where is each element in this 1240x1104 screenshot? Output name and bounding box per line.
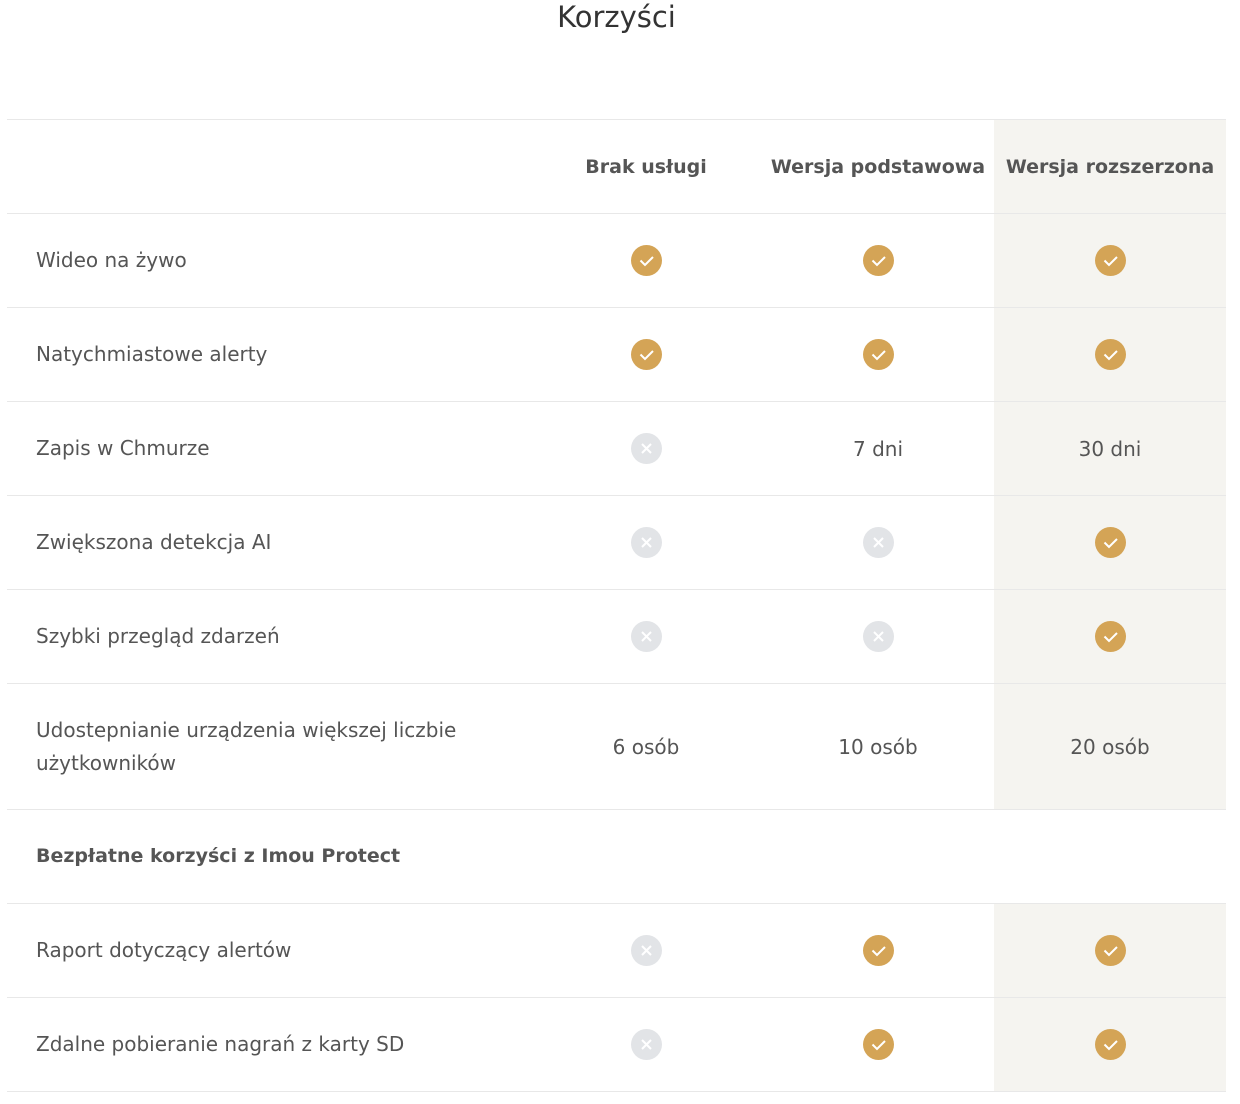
table-row: Zdalne pobieranie nagrań z karty SD: [7, 997, 1226, 1092]
check-icon: [862, 1029, 894, 1060]
table-row: Natychmiastowe alerty: [7, 307, 1226, 402]
check-icon: [862, 935, 894, 966]
header-row: Brak usługi Wersja podstawowa Wersja roz…: [7, 119, 1226, 214]
value-cell: 20 osób: [994, 683, 1226, 810]
feature-label: Udostepnianie urządzenia większej liczbi…: [7, 683, 530, 810]
check-icon: [630, 245, 662, 276]
value-cell: 6 osób: [530, 683, 762, 810]
value-cell: 10 osób: [762, 683, 994, 810]
feature-label: Zapis w Chmurze: [7, 401, 530, 496]
check-icon: [862, 339, 894, 370]
value-cell: 30 dni: [994, 401, 1226, 496]
column-header: Brak usługi: [530, 119, 762, 214]
section-heading: Bezpłatne korzyści z Imou Protect: [7, 809, 1226, 904]
feature-label: Zdalne pobieranie nagrań z karty SD: [7, 997, 530, 1092]
check-icon: [630, 339, 662, 370]
x-icon: [630, 433, 662, 464]
table-row: Wideo na żywo: [7, 213, 1226, 308]
feature-label: Szybki przegląd zdarzeń: [7, 589, 530, 684]
table-row: Zapis w Chmurze 7 dni 30 dni: [7, 401, 1226, 496]
x-icon: [862, 621, 894, 652]
value-cell: 7 dni: [762, 401, 994, 496]
check-icon: [1094, 527, 1126, 558]
check-icon: [1094, 245, 1126, 276]
column-header: Wersja rozszerzona: [994, 119, 1226, 214]
feature-label: Raport dotyczący alertów: [7, 903, 530, 998]
check-icon: [862, 245, 894, 276]
check-icon: [1094, 935, 1126, 966]
column-header: Wersja podstawowa: [762, 119, 994, 214]
x-icon: [630, 621, 662, 652]
page-title: Korzyści: [557, 0, 676, 34]
x-icon: [630, 1029, 662, 1060]
section-row: Bezpłatne korzyści z Imou Protect: [7, 809, 1226, 904]
table-row: Udostepnianie urządzenia większej liczbi…: [7, 683, 1226, 810]
check-icon: [1094, 621, 1126, 652]
x-icon: [630, 527, 662, 558]
table-row: Raport dotyczący alertów: [7, 903, 1226, 998]
check-icon: [1094, 1029, 1126, 1060]
comparison-table: Brak usługi Wersja podstawowa Wersja roz…: [7, 119, 1226, 1092]
table-row: Zwiększona detekcja AI: [7, 495, 1226, 590]
feature-label: Zwiększona detekcja AI: [7, 495, 530, 590]
check-icon: [1094, 339, 1126, 370]
x-icon: [862, 527, 894, 558]
x-icon: [630, 935, 662, 966]
feature-label: Natychmiastowe alerty: [7, 307, 530, 402]
feature-label: Wideo na żywo: [7, 213, 530, 308]
table-row: Szybki przegląd zdarzeń: [7, 589, 1226, 684]
